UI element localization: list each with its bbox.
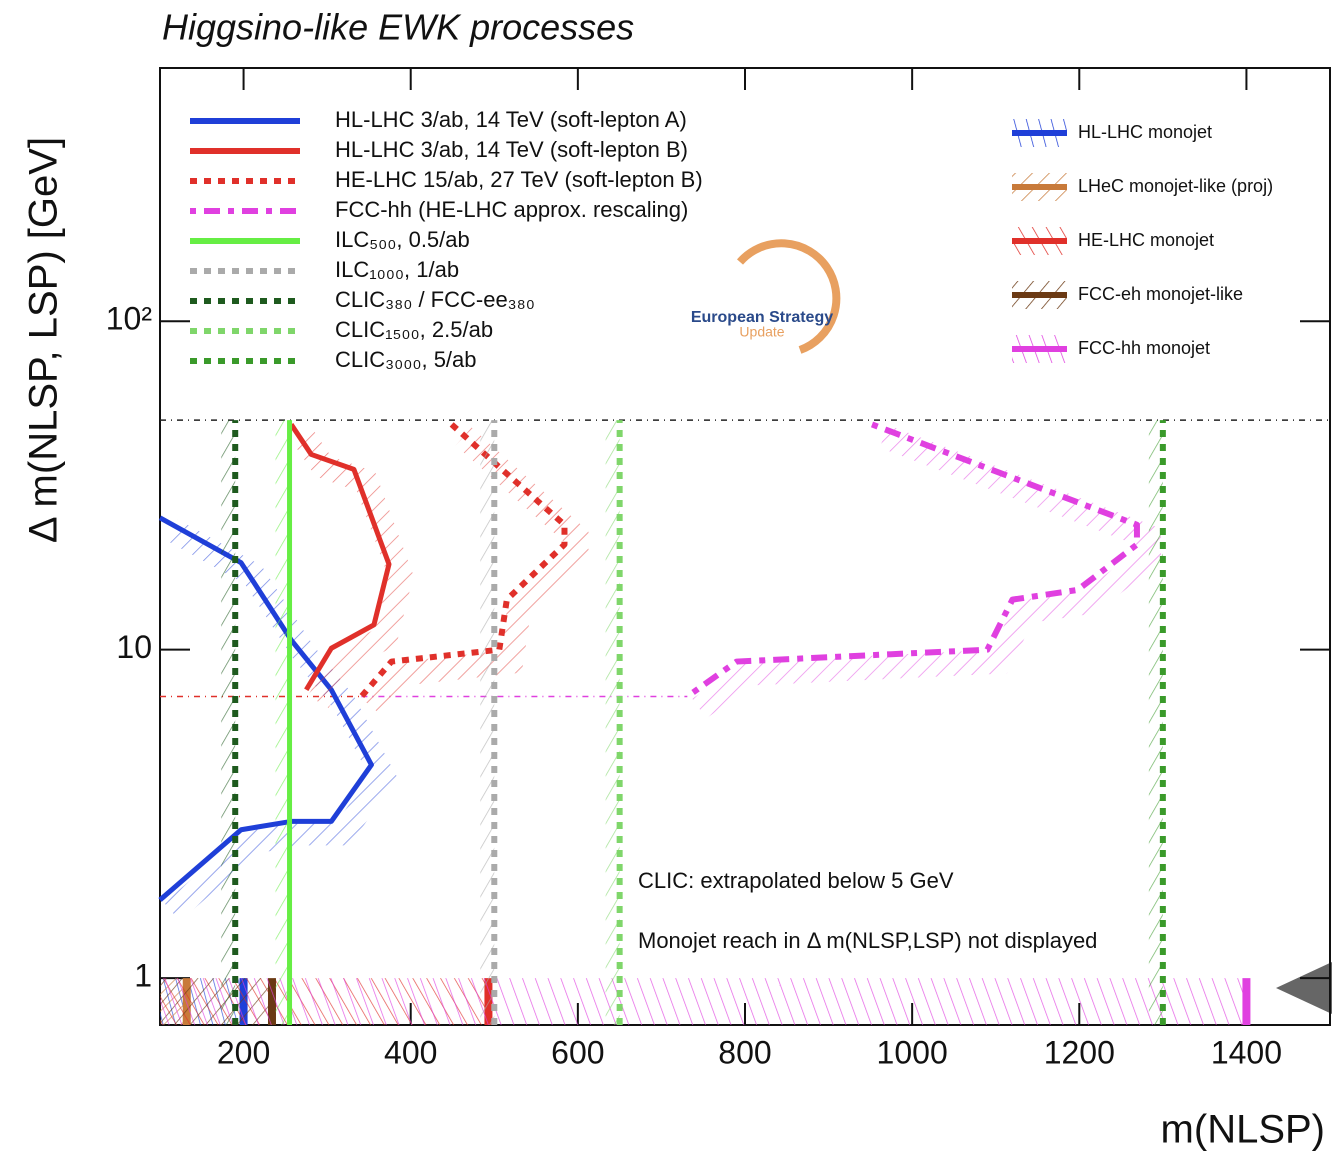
x-tick-label: 200 (217, 1034, 270, 1070)
legend-label: FCC-eh monojet-like (1078, 284, 1243, 304)
y-tick-label: 10² (106, 301, 153, 337)
series-line (289, 423, 392, 692)
x-tick-label: 400 (384, 1034, 437, 1070)
legend-label: HL-LHC 3/ab, 14 TeV (soft-lepton A) (335, 107, 687, 132)
y-tick-label: 1 (134, 958, 152, 994)
logo-text: Update (739, 324, 784, 340)
monojet-edge (1242, 978, 1251, 1025)
legend-label: LHeC monojet-like (proj) (1078, 176, 1273, 196)
legend-label: HE-LHC monojet (1078, 230, 1214, 250)
legend-label: CLIC₁₅₀₀, 2.5/ab (335, 317, 493, 342)
legend-label: FCC-hh monojet (1078, 338, 1210, 358)
exclusion-hatch (480, 420, 495, 1025)
legend-label: ILC₁₀₀₀, 1/ab (335, 257, 459, 282)
x-tick-label: 1400 (1211, 1034, 1282, 1070)
monojet-band (160, 978, 1247, 1025)
series-line (685, 421, 1140, 699)
exclusion-hatch (275, 420, 290, 1025)
legend-label: ILC₅₀₀, 0.5/ab (335, 227, 470, 252)
legend-label: CLIC₃₈₀ / FCC-ee₃₈₀ (335, 287, 535, 312)
logo-text: European Strategy (691, 309, 833, 326)
exclusion-hatch (164, 519, 398, 922)
legend-label: HL-LHC 3/ab, 14 TeV (soft-lepton B) (335, 137, 688, 162)
exclusion-hatch (692, 425, 1161, 719)
x-tick-label: 800 (718, 1034, 771, 1070)
scroll-arrow (1276, 962, 1332, 1014)
x-tick-label: 1000 (877, 1034, 948, 1070)
series-line (359, 422, 568, 699)
y-tick-label: 10 (116, 629, 152, 665)
exclusion-hatch (1148, 420, 1163, 1025)
annotation: CLIC: extrapolated below 5 GeV (638, 868, 954, 893)
y-axis-label: Δ m(NLSP, LSP) [GeV] (22, 137, 66, 543)
legend-label: CLIC₃₀₀₀, 5/ab (335, 347, 477, 372)
exclusion-hatch (293, 429, 414, 708)
legend-label: HE-LHC 15/ab, 27 TeV (soft-lepton B) (335, 167, 703, 192)
x-axis-label: m(NLSP) (1161, 1108, 1325, 1152)
annotation: Monojet reach in Δ m(NLSP,LSP) not displ… (638, 928, 1097, 953)
legend-label: FCC-hh (HE-LHC approx. rescaling) (335, 197, 688, 222)
chart-title: Higgsino-like EWK processes (162, 7, 634, 48)
x-tick-label: 600 (551, 1034, 604, 1070)
exclusion-hatch (221, 420, 236, 1025)
exclusion-hatch (605, 420, 620, 1025)
x-tick-label: 1200 (1044, 1034, 1115, 1070)
series-line (158, 515, 374, 902)
logo-arc (736, 239, 841, 354)
legend-label: HL-LHC monojet (1078, 122, 1212, 142)
